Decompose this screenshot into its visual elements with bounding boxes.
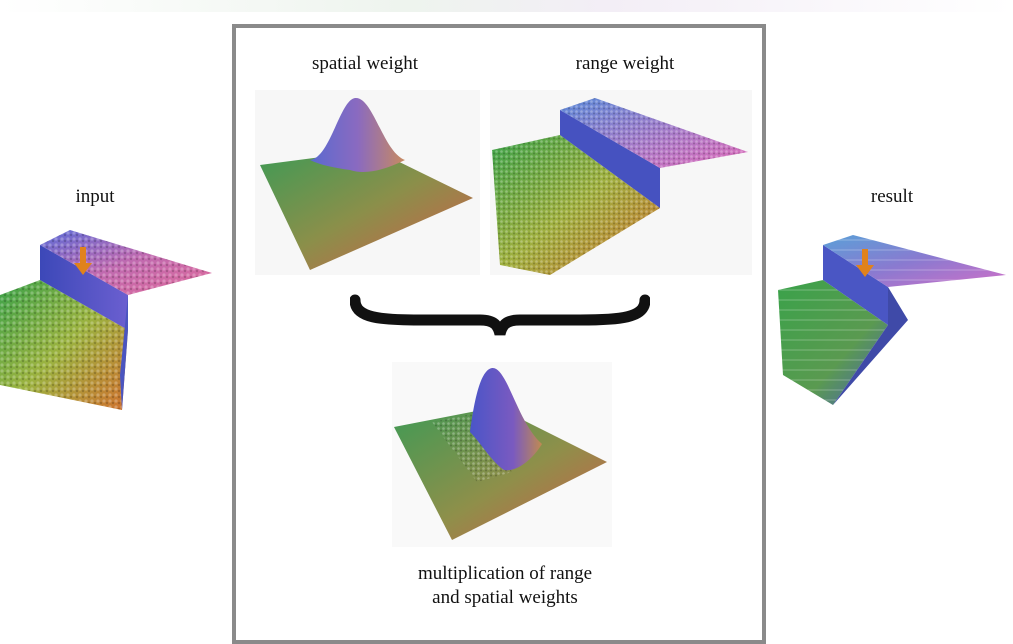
input-label: input bbox=[75, 186, 115, 207]
range-weight-label: range weight bbox=[575, 53, 675, 74]
input-surface bbox=[0, 230, 212, 410]
result-label: result bbox=[870, 186, 914, 207]
spatial-weight-surface bbox=[255, 90, 480, 275]
product-surface bbox=[392, 362, 612, 547]
product-label-line1: multiplication of range bbox=[417, 563, 593, 584]
curly-brace-icon bbox=[350, 294, 650, 336]
range-weight-surface bbox=[490, 90, 752, 275]
spatial-weight-label: spatial weight bbox=[311, 53, 419, 74]
result-surface bbox=[778, 235, 1006, 405]
top-cropped-strip bbox=[0, 0, 1013, 12]
orange-down-arrow-icon bbox=[74, 247, 92, 275]
product-label-line2: and spatial weights bbox=[432, 587, 578, 608]
orange-down-arrow-icon bbox=[856, 249, 874, 277]
